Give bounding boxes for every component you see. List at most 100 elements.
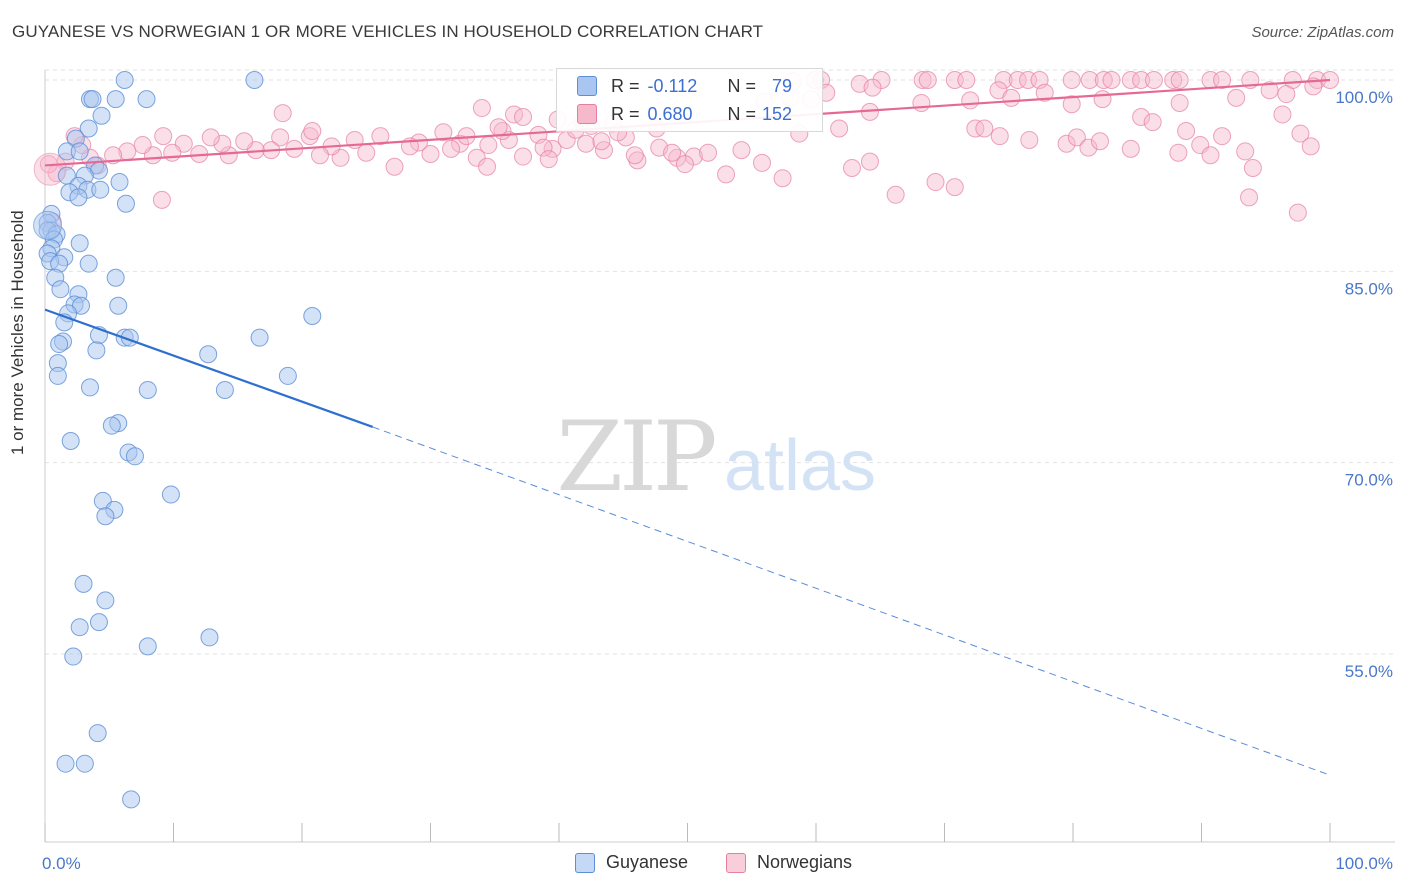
norwegians-point — [478, 157, 497, 176]
norwegians-point — [201, 128, 220, 147]
norwegians-point — [717, 165, 736, 184]
norwegians-point — [1143, 113, 1162, 132]
norwegians-point — [912, 93, 931, 112]
norwegians-point — [1067, 128, 1086, 147]
x-tick-labels: 0.0% 100.0% — [42, 854, 1393, 873]
r-label: R = — [611, 75, 640, 96]
norwegians-point — [625, 146, 644, 165]
norwegians-point — [1201, 146, 1220, 165]
guyanese-point — [200, 628, 219, 647]
guyanese-point — [125, 447, 144, 466]
norwegians-point — [994, 71, 1013, 89]
y-axis-label: 1 or more Vehicles in Household — [8, 210, 27, 455]
guyanese-point — [161, 485, 180, 504]
norwegians-point — [1227, 88, 1246, 107]
norwegians-point — [273, 104, 292, 123]
norwegians-point — [1169, 143, 1188, 162]
guyanese-point — [87, 341, 106, 360]
norwegians-point — [1002, 88, 1021, 107]
guyanese-point — [75, 754, 94, 773]
legend-row-norwegians: R = 0.680 N = 152 — [577, 102, 792, 126]
norwegians-point — [1090, 132, 1109, 151]
norwegians-point — [872, 71, 891, 89]
guyanese-point — [138, 380, 157, 399]
norwegians-point — [154, 127, 173, 146]
norwegians-point — [1260, 81, 1279, 100]
norwegians-point — [1213, 71, 1232, 89]
guyanese-point — [48, 366, 67, 385]
norwegians-point — [926, 173, 945, 192]
guyanese-point — [88, 724, 107, 743]
gridlines — [45, 69, 1395, 655]
norwegians-point — [668, 148, 687, 167]
y-tick-label: 100.0% — [1335, 88, 1393, 107]
x-tick-label: 100.0% — [1335, 854, 1393, 873]
norwegians-point — [421, 144, 440, 163]
guyanese-point — [137, 90, 156, 109]
n-value: 152 — [762, 103, 793, 124]
norwegians-point — [913, 71, 932, 89]
norwegians-point — [543, 139, 562, 158]
norwegians-point — [1121, 139, 1140, 158]
norwegians-point — [534, 138, 553, 157]
norwegians-point — [472, 99, 491, 118]
norwegians-point — [163, 143, 182, 162]
guyanese-trend-extension — [372, 426, 1331, 776]
norwegians-point — [1080, 71, 1099, 89]
guyanese-point — [83, 90, 102, 109]
guyanese-swatch — [577, 76, 597, 96]
watermark-zip: ZIP — [556, 401, 715, 513]
norwegians-point — [489, 118, 508, 137]
norwegians-point — [1273, 105, 1292, 124]
guyanese-point — [116, 194, 135, 213]
norwegians-point — [1132, 107, 1151, 126]
norwegians-point — [1132, 71, 1151, 89]
legend-item-norwegians: Norwegians — [726, 852, 852, 873]
norwegians-point — [1121, 71, 1140, 89]
norwegians-point — [1236, 142, 1255, 161]
guyanese-point — [80, 378, 99, 397]
norwegians-point — [219, 146, 238, 165]
norwegians-point — [860, 152, 879, 171]
guyanese-point — [96, 591, 115, 610]
norwegians-point — [1301, 137, 1320, 156]
norwegians-point — [1057, 134, 1076, 153]
guyanese-point — [70, 142, 89, 161]
n-label: N = — [727, 75, 757, 96]
norwegians-point — [1062, 71, 1081, 89]
norwegians-point — [990, 127, 1009, 146]
watermark-atlas: atlas — [724, 426, 876, 506]
norwegians-point — [842, 159, 861, 178]
y-tick-label: 55.0% — [1345, 662, 1393, 681]
norwegians-point — [957, 71, 976, 89]
norwegians-point — [753, 153, 772, 172]
guyanese-point — [122, 790, 141, 809]
norwegians-point — [1170, 93, 1189, 112]
norwegians-point — [1213, 127, 1232, 146]
guyanese-point — [106, 90, 125, 109]
norwegians-point — [961, 91, 980, 110]
guyanese-point — [50, 335, 69, 354]
norwegians-point — [434, 123, 453, 142]
guyanese-point-large — [33, 210, 63, 240]
norwegians-point — [409, 133, 428, 152]
norwegians-point — [1288, 203, 1307, 222]
norwegians-point — [310, 146, 329, 165]
norwegians-point — [371, 127, 390, 146]
guyanese-point — [79, 119, 98, 138]
guyanese-point — [110, 173, 129, 192]
guyanese-point — [115, 71, 134, 89]
norwegians-point — [1035, 83, 1054, 102]
norwegians-point — [1291, 124, 1310, 143]
norwegians-point — [886, 185, 905, 204]
guyanese-points — [33, 71, 322, 809]
norwegians-point — [133, 136, 152, 155]
y-tick-labels: 100.0% 85.0% 70.0% 55.0% — [1335, 88, 1393, 681]
norwegians-point — [1164, 71, 1183, 89]
guyanese-point — [91, 180, 110, 199]
guyanese-trend-line — [44, 308, 374, 428]
guyanese-point — [64, 647, 83, 666]
x-tick-label: 0.0% — [42, 854, 81, 873]
norwegians-point — [271, 128, 290, 147]
